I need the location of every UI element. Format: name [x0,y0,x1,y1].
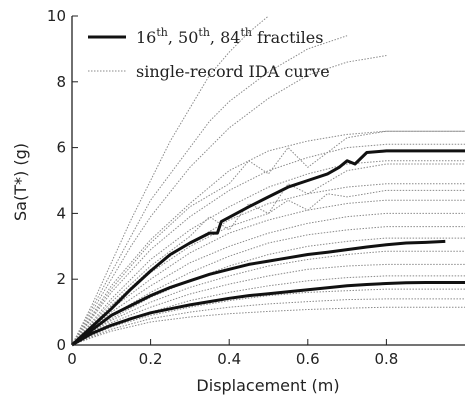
single-record-ida-curve [71,160,465,346]
single-record-ida-curve [71,212,465,346]
single-record-ida-curve [71,199,465,346]
legend-single-record-label: single-record IDA curve [136,62,330,81]
single-record-ida-curve [71,298,465,346]
y-tick-label: 8 [56,73,66,91]
single-record-ida-curve [71,263,465,346]
single-record-ida-curve [71,250,465,346]
x-tick-label: 0.4 [217,350,241,368]
plot-axes [71,16,465,346]
x-tick-label: 0 [67,350,77,368]
single-record-ida-curve [71,163,465,346]
x-tick-label: 0.8 [374,350,398,368]
y-tick-label: 6 [56,139,66,157]
fractile-16th-curve [71,281,465,347]
single-record-ida-curve [71,35,348,346]
y-tick-label: 4 [56,204,66,222]
single-record-ida-curve [71,306,465,346]
fractile-84th-curve [70,149,465,347]
y-tick-label: 10 [47,7,66,25]
legend: 16th, 50th, 84th fractiles single-record… [88,26,330,81]
y-tick-label: 0 [56,336,66,354]
plot-curves [70,15,465,347]
single-record-ida-curve [71,55,387,346]
single-record-ida-curve [71,275,465,346]
x-axis-title: Displacement (m) [196,376,339,395]
x-tick-label: 0.2 [139,350,163,368]
y-axis-title: Sa(T*) (g) [11,143,30,221]
single-record-ida-curve [71,288,465,346]
single-record-ida-curve [71,189,465,346]
y-tick-label: 2 [56,270,66,288]
legend-fractiles-label: 16th, 50th, 84th fractiles [136,26,323,47]
x-tick-label: 0.6 [296,350,320,368]
single-record-ida-curve [71,143,465,346]
single-record-ida-curve [71,15,269,346]
axis-ticks: 0 0.2 0.4 0.6 0.8 0 2 4 6 8 10 [47,7,398,368]
single-record-ida-curve [71,226,465,346]
single-record-ida-curve [71,237,465,346]
fractile-50th-curve [71,239,446,347]
single-record-ida-curve [71,130,465,346]
single-record-ida-curve [71,130,465,346]
